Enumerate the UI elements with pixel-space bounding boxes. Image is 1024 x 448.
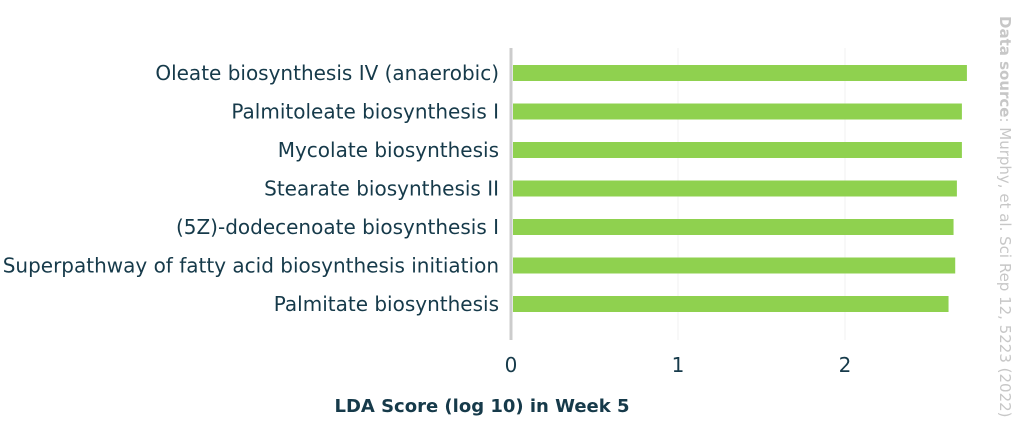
category-label-6: Superpathway of fatty acid biosynthesis … [3, 254, 499, 278]
category-label-7: Palmitate biosynthesis [274, 292, 499, 316]
bar-4 [513, 180, 957, 197]
category-label-3: Mycolate biosynthesis [278, 138, 499, 162]
bar-6 [513, 257, 956, 274]
x-tick-label-2: 2 [839, 353, 852, 377]
x-tick-label-0: 0 [505, 353, 518, 377]
category-label-1: Oleate biosynthesis IV (anaerobic) [155, 61, 499, 85]
category-label-4: Stearate biosynthesis II [264, 177, 499, 201]
data-source-citation: : Murphy, et al. Sci Rep 12, 5223 (2022) [996, 117, 1014, 417]
category-label-5: (5Z)-dodecenoate biosynthesis I [176, 215, 499, 239]
bar-7 [513, 296, 949, 312]
bar-3 [513, 142, 962, 158]
x-tick-label-1: 1 [672, 353, 685, 377]
bar-1 [513, 65, 967, 81]
data-source-label: Data source [996, 16, 1014, 117]
x-axis-title: LDA Score (log 10) in Week 5 [334, 396, 629, 417]
bar-5 [513, 219, 954, 235]
bar-2 [513, 103, 962, 120]
data-source-note: Data source: Murphy, et al. Sci Rep 12, … [996, 16, 1014, 418]
category-label-2: Palmitoleate biosynthesis I [231, 100, 499, 124]
